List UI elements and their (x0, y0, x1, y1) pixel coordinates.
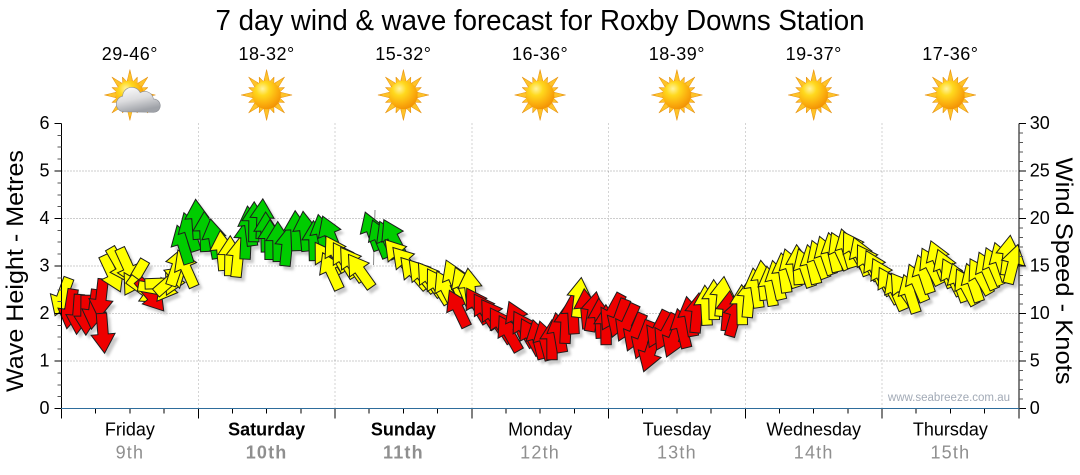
svg-text:3: 3 (39, 256, 49, 276)
svg-text:25: 25 (1030, 161, 1050, 181)
svg-text:0: 0 (39, 398, 49, 418)
svg-text:10th: 10th (246, 443, 288, 463)
svg-text:5: 5 (39, 161, 49, 181)
svg-text:2: 2 (39, 303, 49, 323)
svg-text:0: 0 (1030, 398, 1040, 418)
svg-text:14th: 14th (794, 443, 834, 463)
svg-text:Tuesday: Tuesday (643, 420, 711, 440)
svg-text:Wind Speed - Knots: Wind Speed - Knots (1050, 158, 1077, 385)
svg-text:15th: 15th (930, 443, 970, 463)
svg-text:Monday: Monday (508, 420, 572, 440)
svg-text:5: 5 (1030, 351, 1040, 371)
svg-text:18-39°: 18-39° (649, 44, 705, 64)
svg-text:11th: 11th (383, 443, 424, 463)
svg-text:4: 4 (39, 208, 49, 228)
svg-text:10: 10 (1030, 303, 1050, 323)
svg-text:Thursday: Thursday (913, 420, 988, 440)
svg-text:20: 20 (1030, 208, 1050, 228)
svg-text:19-37°: 19-37° (786, 44, 842, 64)
svg-text:15: 15 (1030, 256, 1050, 276)
svg-text:Friday: Friday (105, 420, 155, 440)
svg-text:9th: 9th (116, 443, 145, 463)
svg-text:Wednesday: Wednesday (766, 420, 861, 440)
svg-text:Saturday: Saturday (228, 420, 305, 440)
svg-text:13th: 13th (657, 443, 697, 463)
svg-text:29-46°: 29-46° (102, 44, 158, 64)
svg-text:Wave Height - Metres: Wave Height - Metres (2, 150, 29, 392)
svg-text:www.seabreeze.com.au: www.seabreeze.com.au (887, 392, 1010, 404)
svg-text:12th: 12th (520, 443, 560, 463)
svg-text:6: 6 (39, 113, 49, 133)
svg-text:15-32°: 15-32° (375, 44, 431, 64)
svg-text:Sunday: Sunday (371, 420, 436, 440)
svg-text:30: 30 (1030, 113, 1050, 133)
svg-text:16-36°: 16-36° (512, 44, 568, 64)
svg-text:18-32°: 18-32° (238, 44, 294, 64)
svg-text:1: 1 (39, 351, 49, 371)
svg-text:7 day wind & wave forecast for: 7 day wind & wave forecast for Roxby Dow… (216, 5, 865, 37)
svg-text:17-36°: 17-36° (922, 44, 978, 64)
